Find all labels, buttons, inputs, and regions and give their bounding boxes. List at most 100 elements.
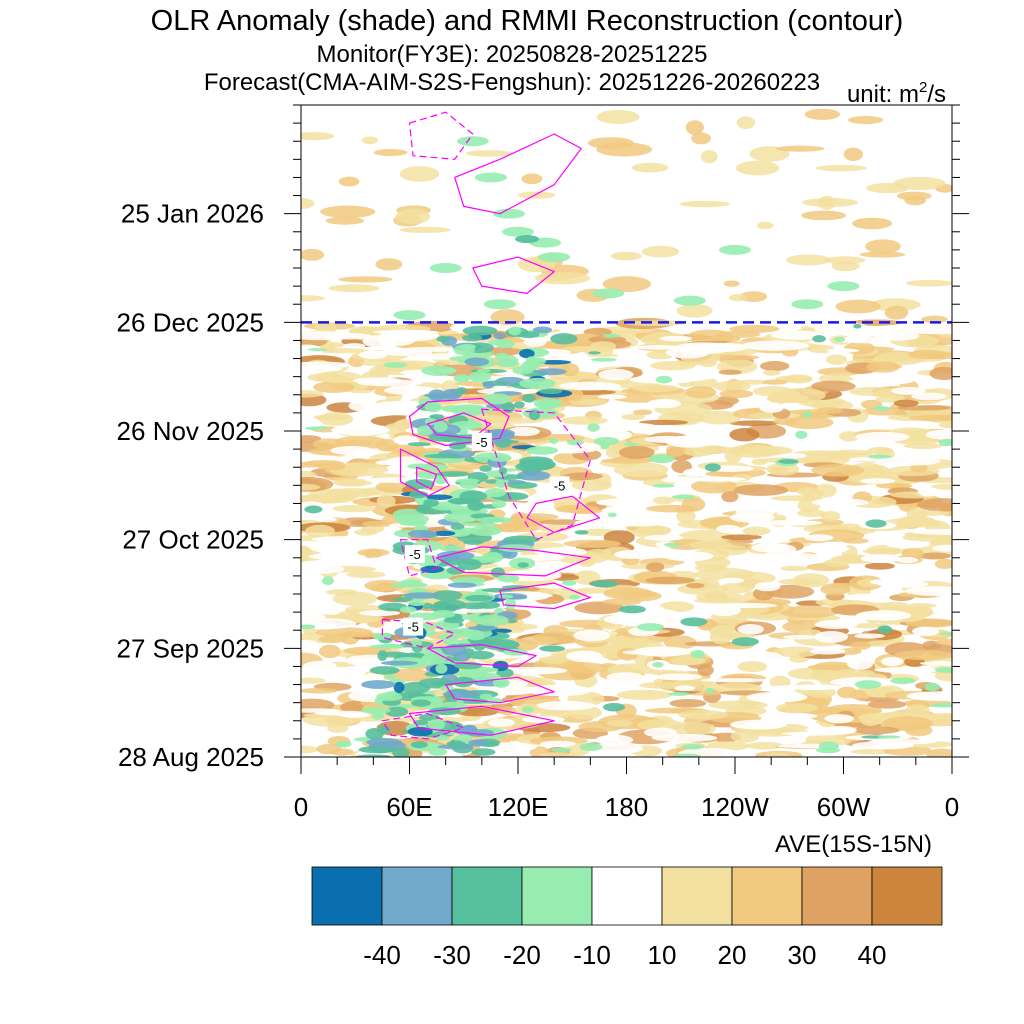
olr-negative-patch xyxy=(307,348,328,352)
olr-forecast-positive-patch xyxy=(490,309,525,326)
olr-neutral-patch xyxy=(636,608,679,620)
olr-negative-patch xyxy=(433,599,467,611)
rmmi-contour-positive xyxy=(427,412,492,439)
olr-neutral-patch xyxy=(925,429,952,440)
olr-forecast-positive-patch xyxy=(338,176,360,187)
olr-negative-patch xyxy=(424,453,462,459)
olr-positive-patch xyxy=(910,463,928,473)
olr-negative-patch xyxy=(506,618,518,624)
olr-negative-patch xyxy=(423,498,439,507)
olr-negative-patch xyxy=(456,387,467,393)
olr-forecast-positive-patch xyxy=(756,221,774,230)
olr-negative-patch xyxy=(301,624,316,630)
olr-positive-patch xyxy=(474,415,510,430)
olr-neutral-patch xyxy=(809,647,846,655)
x-tick-label: 180 xyxy=(605,792,648,822)
olr-positive-patch xyxy=(369,584,395,592)
olr-negative-patch xyxy=(361,707,391,714)
olr-negative-patch xyxy=(495,352,510,361)
olr-positive-patch xyxy=(843,341,876,355)
olr-forecast-negative-patch xyxy=(429,263,462,273)
olr-negative-patch xyxy=(393,681,405,694)
olr-negative-patch xyxy=(600,442,610,450)
olr-neutral-patch xyxy=(522,716,565,723)
olr-positive-patch xyxy=(867,700,907,709)
olr-negative-patch xyxy=(467,499,484,511)
olr-negative-patch xyxy=(361,680,396,689)
olr-positive-patch xyxy=(825,354,848,365)
olr-neutral-patch xyxy=(911,392,948,401)
olr-negative-patch xyxy=(466,632,486,641)
olr-positive-patch xyxy=(354,528,378,536)
olr-negative-patch xyxy=(459,343,476,350)
olr-negative-patch xyxy=(404,478,435,489)
olr-negative-patch xyxy=(421,365,456,376)
olr-neutral-patch xyxy=(859,478,896,484)
olr-neutral-patch xyxy=(644,435,687,443)
olr-positive-patch xyxy=(728,444,777,455)
chart-subtitle-monitor: Monitor(FY3E): 20250828-20251225 xyxy=(317,41,708,68)
olr-forecast-negative-patch xyxy=(827,281,860,292)
olr-neutral-patch xyxy=(348,400,374,412)
olr-negative-patch xyxy=(618,605,646,614)
olr-positive-patch xyxy=(678,710,728,720)
olr-positive-patch xyxy=(926,748,952,757)
olr-forecast-negative-patch xyxy=(515,235,540,244)
olr-neutral-patch xyxy=(331,424,390,436)
olr-positive-patch xyxy=(621,413,646,421)
olr-forecast-positive-patch xyxy=(641,245,680,258)
olr-negative-patch xyxy=(436,335,450,343)
olr-positive-patch xyxy=(312,381,355,393)
colorbar-swatch xyxy=(521,866,593,926)
olr-negative-patch xyxy=(648,454,675,464)
olr-negative-patch xyxy=(681,744,704,750)
olr-positive-patch xyxy=(807,664,851,671)
olr-neutral-patch xyxy=(804,534,834,542)
olr-negative-patch xyxy=(354,754,393,757)
olr-forecast-positive-patch xyxy=(465,150,513,157)
olr-neutral-patch xyxy=(826,348,860,353)
olr-negative-patch xyxy=(498,467,508,475)
olr-negative-patch xyxy=(433,421,448,433)
olr-negative-patch xyxy=(501,585,531,590)
olr-forecast-positive-patch xyxy=(835,299,881,314)
olr-neutral-patch xyxy=(362,335,390,348)
olr-negative-patch xyxy=(522,394,536,403)
olr-negative-patch xyxy=(652,662,664,668)
rmmi-contour-positive xyxy=(436,546,591,577)
olr-forecast-positive-patch xyxy=(700,150,718,164)
olr-negative-patch xyxy=(482,381,495,389)
olr-neutral-patch xyxy=(659,335,693,342)
olr-negative-patch xyxy=(877,735,901,739)
olr-neutral-patch xyxy=(536,700,596,711)
olr-positive-patch xyxy=(483,346,527,356)
colorbar-label: -40 xyxy=(363,940,401,970)
olr-neutral-patch xyxy=(782,634,819,640)
olr-positive-patch xyxy=(384,444,426,453)
olr-forecast-positive-patch xyxy=(375,258,403,271)
olr-forecast-positive-patch xyxy=(775,145,825,152)
olr-neutral-patch xyxy=(931,544,952,552)
olr-negative-patch xyxy=(377,725,391,735)
olr-positive-patch xyxy=(728,420,780,426)
olr-neutral-patch xyxy=(603,614,650,625)
olr-negative-patch xyxy=(322,576,334,586)
olr-positive-patch xyxy=(697,410,742,425)
olr-negative-patch xyxy=(445,692,456,702)
olr-negative-patch xyxy=(467,625,499,631)
olr-forecast-positive-patch xyxy=(896,191,932,201)
unit-superscript: 2 xyxy=(919,79,927,96)
olr-positive-patch xyxy=(729,428,760,442)
olr-negative-patch xyxy=(447,582,477,588)
olr-positive-patch xyxy=(718,369,742,375)
olr-negative-patch xyxy=(550,747,572,752)
olr-negative-patch xyxy=(672,494,696,500)
olr-neutral-patch xyxy=(730,719,788,730)
rmmi-contour-negative xyxy=(381,712,466,740)
olr-negative-patch xyxy=(457,558,482,571)
olr-negative-patch xyxy=(603,702,625,712)
olr-positive-patch xyxy=(625,320,686,327)
olr-neutral-patch xyxy=(811,498,870,507)
olr-positive-patch xyxy=(934,558,952,570)
olr-neutral-patch xyxy=(633,646,692,657)
